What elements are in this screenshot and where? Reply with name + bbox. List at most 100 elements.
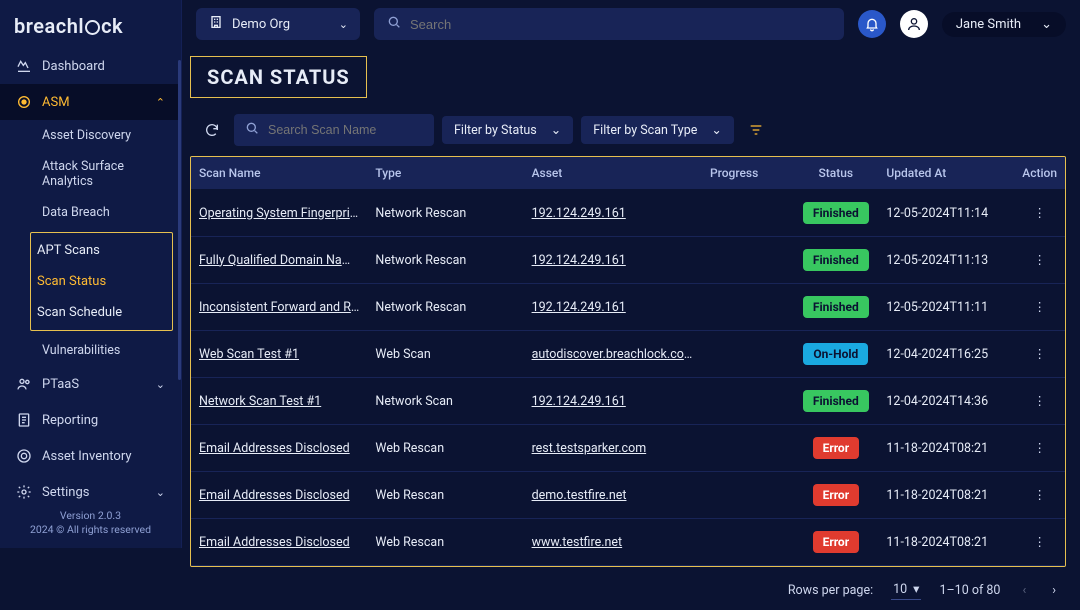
row-actions-button[interactable]: ⋮ [1014,519,1065,566]
sidebar-subitem-asset-discovery[interactable]: Asset Discovery [32,120,181,151]
row-actions-button[interactable]: ⋮ [1014,425,1065,472]
row-actions-button[interactable]: ⋮ [1014,472,1065,519]
asset-link[interactable]: rest.testsparker.com [532,441,647,456]
col-asset[interactable]: Asset [524,157,702,190]
cell-type: Web Scan [367,331,523,378]
scan-name-link[interactable]: Email Addresses Disclosed [199,441,350,456]
table-body: Operating System FingerprintedNetwork Re… [191,190,1065,566]
table-row: Email Addresses DisclosedWeb Rescandemo.… [191,472,1065,519]
asset-link[interactable]: autodiscover.breachlock.com [532,347,695,362]
col-action: Action [1014,157,1065,190]
filter-status-select[interactable]: Filter by Status ⌄ [442,116,573,144]
content: SCAN STATUS Filter by Status ⌄ Filter by… [182,48,1080,548]
rows-per-page-select[interactable]: 10 ▾ [891,581,921,600]
row-actions-button[interactable]: ⋮ [1014,237,1065,284]
sidebar-subitem-scan-status[interactable]: Scan Status [31,266,172,297]
table-header: Scan Name Type Asset Progress Status Upd… [191,157,1065,190]
next-page-button[interactable]: › [1048,581,1060,600]
cell-type: Network Scan [367,378,523,425]
asset-link[interactable]: 192.124.249.161 [532,300,626,315]
cell-progress [702,331,793,378]
scan-name-search[interactable] [234,114,434,146]
chevron-down-icon: ⌄ [711,122,721,138]
sidebar-item-ptaas[interactable]: PTaaS ⌄ [0,366,181,402]
scan-name-input[interactable] [268,123,424,137]
table-row: Inconsistent Forward and ReversNetwork R… [191,284,1065,331]
prev-page-button[interactable]: ‹ [1018,581,1030,600]
topbar: Demo Org ⌄ Jane Smith ⌄ [182,0,1080,48]
inventory-icon [16,448,32,464]
refresh-button[interactable] [198,116,226,144]
scan-name-link[interactable]: Email Addresses Disclosed [199,488,350,503]
asset-link[interactable]: www.testfire.net [532,535,623,550]
scan-name-link[interactable]: Web Scan Test #1 [199,347,299,362]
asset-link[interactable]: demo.testfire.net [532,488,627,503]
col-status[interactable]: Status [793,157,878,190]
row-actions-button[interactable]: ⋮ [1014,331,1065,378]
sidebar-subitem-vulnerabilities[interactable]: Vulnerabilities [32,335,181,366]
sidebar-item-asm[interactable]: ASM ⌃ [0,84,181,120]
scan-name-link[interactable]: Inconsistent Forward and Revers [199,300,367,315]
scan-name-link[interactable]: Fully Qualified Domain Name (FQDN) [199,253,367,268]
copyright: 2024 © All rights reserved [0,523,181,538]
col-type[interactable]: Type [367,157,523,190]
search-icon [386,14,402,34]
table-row: Web Scan Test #1 Web Scan autodiscover.bre… [191,331,1065,378]
sidebar-subitem-scan-schedule[interactable]: Scan Schedule [31,297,172,328]
row-actions-button[interactable]: ⋮ [1014,378,1065,425]
asset-link[interactable]: 192.124.249.161 [532,394,626,409]
scan-name-link[interactable]: Operating System Fingerprinted [199,206,367,221]
main-area: Demo Org ⌄ Jane Smith ⌄ SCAN STATUS [182,0,1080,548]
col-progress[interactable]: Progress [702,157,793,190]
chevron-down-icon: ⌄ [339,18,348,31]
sidebar-subitem-attack-surface[interactable]: Attack Surface Analytics [32,151,181,197]
sidebar-scrollbar[interactable] [178,60,181,380]
cell-type: Network Rescan [367,237,523,284]
scan-name-link[interactable]: Network Scan Test #1 [199,394,321,409]
sidebar-item-settings[interactable]: Settings ⌄ [0,474,181,503]
sidebar-item-label: ASM [42,95,70,110]
sidebar-subitem-data-breach[interactable]: Data Breach [32,197,181,228]
sidebar-subitem-apt-scans[interactable]: APT Scans [31,235,172,266]
refresh-icon [204,122,220,138]
filter-list-button[interactable] [742,116,770,144]
user-name: Jane Smith [956,17,1021,32]
row-actions-button[interactable]: ⋮ [1014,190,1065,237]
dashboard-icon [16,58,32,74]
table-row: Fully Qualified Domain Name (FQDN)Networ… [191,237,1065,284]
sidebar-item-reporting[interactable]: Reporting [0,402,181,438]
status-badge: Error [813,531,860,553]
col-scan-name[interactable]: Scan Name [191,157,367,190]
search-icon [244,120,260,140]
status-badge: Error [813,437,860,459]
sidebar-item-asset-inventory[interactable]: Asset Inventory [0,438,181,474]
filter-type-select[interactable]: Filter by Scan Type ⌄ [581,116,734,144]
row-actions-button[interactable]: ⋮ [1014,284,1065,331]
status-badge: Finished [803,249,869,271]
global-search-input[interactable] [410,17,832,32]
notifications-button[interactable] [858,10,886,38]
avatar [900,10,928,38]
user-menu[interactable]: Jane Smith ⌄ [942,12,1066,37]
cell-updated: 12-04-2024T16:25 [878,331,1014,378]
chevron-down-icon: ⌄ [1041,17,1052,32]
asset-link[interactable]: 192.124.249.161 [532,206,626,221]
global-search[interactable] [374,8,844,40]
table-row: Operating System FingerprintedNetwork Re… [191,190,1065,237]
chevron-down-icon: ⌄ [156,486,165,499]
table-row: Email Addresses DisclosedWeb Rescanwww.t… [191,519,1065,566]
status-badge: Finished [803,296,869,318]
target-icon [16,94,32,110]
sidebar-nav: Dashboard ASM ⌃ Asset Discovery Attack S… [0,48,181,503]
scan-name-link[interactable]: Email Addresses Disclosed [199,535,350,550]
cell-updated: 11-18-2024T08:21 [878,425,1014,472]
col-updated[interactable]: Updated At [878,157,1014,190]
brand-logo: breachlck [0,0,181,48]
cell-type: Network Rescan [367,190,523,237]
sidebar-item-dashboard[interactable]: Dashboard [0,48,181,84]
status-badge: Finished [803,202,869,224]
asset-link[interactable]: 192.124.249.161 [532,253,626,268]
bell-icon [864,16,880,32]
gear-icon [16,484,32,500]
org-selector[interactable]: Demo Org ⌄ [196,8,360,40]
